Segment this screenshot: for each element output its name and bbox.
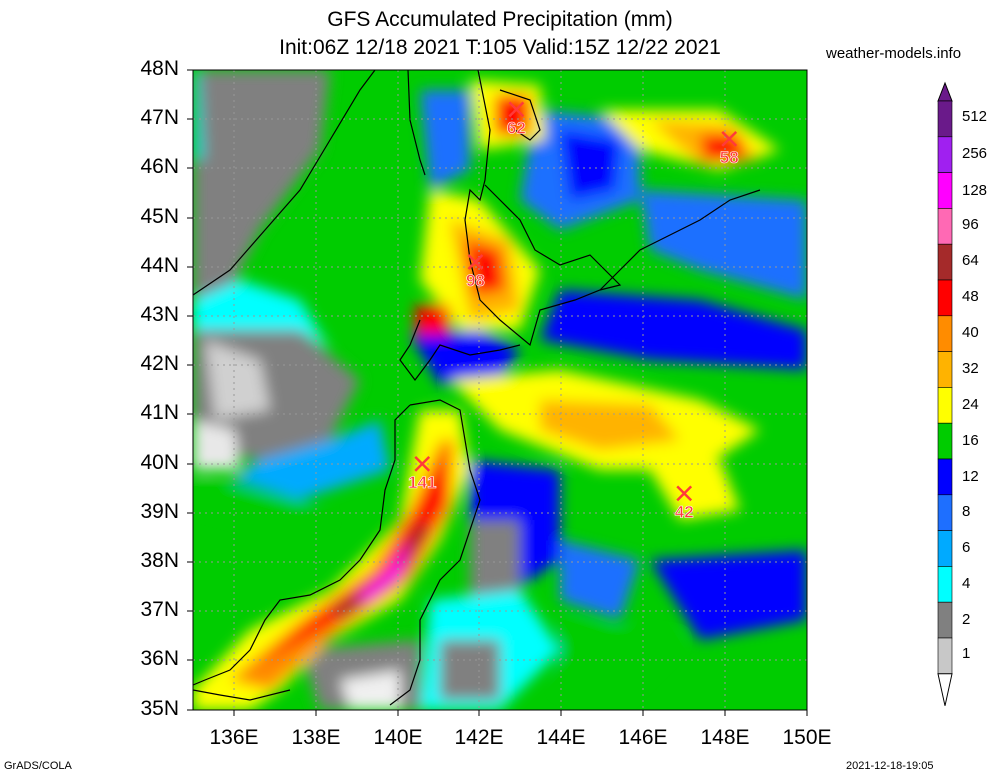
lat-label: 44N (140, 254, 179, 277)
lon-label: 146E (618, 726, 668, 749)
chart-title: GFS Accumulated Precipitation (mm) (327, 8, 673, 31)
colorbar-label: 512 (962, 108, 988, 125)
lon-label: 148E (700, 726, 750, 749)
colorbar-label: 12 (962, 468, 979, 485)
colorbar-swatch (937, 100, 953, 138)
colorbar-label: 32 (962, 360, 979, 377)
colorbar-label: 1 (962, 645, 971, 662)
colorbar-swatch (937, 351, 953, 388)
max-marker-value: 98 (466, 271, 485, 290)
lat-label: 46N (140, 155, 179, 178)
footer-timestamp: 2021-12-18-19:05 (846, 760, 934, 772)
colorbar-swatch (937, 530, 953, 567)
plot-frame (192, 69, 808, 711)
coastlines (193, 70, 761, 706)
colorbar-label: 256 (962, 145, 988, 162)
lat-label: 36N (140, 647, 179, 670)
graticule (193, 70, 807, 710)
colorbar-swatch (937, 315, 953, 352)
colorbar-swatch (937, 387, 953, 424)
max-marker-value: 42 (675, 502, 694, 521)
max-markers: 62 58 98 141 42 (408, 101, 739, 522)
lat-label: 39N (140, 500, 179, 523)
axis-ticks (187, 69, 808, 716)
lon-label: 136E (209, 726, 259, 749)
lat-label: 41N (140, 401, 179, 424)
lon-label: 142E (454, 726, 504, 749)
site-credit: weather-models.info (826, 45, 962, 62)
colorbar-swatch (937, 637, 953, 675)
max-marker-value: 141 (408, 473, 436, 492)
lat-label: 40N (140, 451, 179, 474)
colorbar-swatch (937, 208, 953, 245)
lon-label: 150E (782, 726, 832, 749)
lat-label: 47N (140, 106, 179, 129)
colorbar-swatch (937, 136, 953, 173)
lat-label: 37N (140, 598, 179, 621)
lon-label: 144E (536, 726, 586, 749)
colorbar-label: 128 (962, 182, 988, 199)
max-marker-cross (508, 101, 525, 118)
colorbar-label: 40 (962, 324, 979, 341)
colorbar-swatch (937, 422, 953, 460)
chart-subtitle: Init:06Z 12/18 2021 T:105 Valid:15Z 12/2… (279, 36, 721, 59)
max-marker-cross (467, 254, 484, 270)
lon-label: 138E (291, 726, 341, 749)
lat-label: 43N (140, 303, 179, 326)
colorbar (937, 81, 953, 706)
colorbar-swatch (937, 279, 953, 317)
colorbar-label: 64 (962, 252, 979, 269)
precip-field (193, 70, 807, 710)
colorbar-label: 2 (962, 611, 971, 628)
max-marker-value: 58 (720, 148, 739, 167)
footer-grads: GrADS/COLA (4, 760, 72, 772)
colorbar-top-arrow (937, 81, 953, 102)
colorbar-label: 24 (962, 396, 979, 413)
lat-label: 45N (140, 205, 179, 228)
colorbar-label: 96 (962, 216, 979, 233)
colorbar-swatch (937, 494, 953, 531)
max-marker-cross (721, 131, 738, 147)
colorbar-swatch (937, 458, 953, 496)
colorbar-label: 6 (962, 539, 971, 556)
lat-label: 42N (140, 352, 179, 375)
max-marker-cross (414, 455, 431, 472)
colorbar-swatch (937, 601, 953, 639)
colorbar-swatch (937, 172, 953, 209)
colorbar-label: 48 (962, 288, 979, 305)
colorbar-swatch (937, 243, 953, 281)
max-marker-value: 62 (507, 118, 526, 137)
lat-label: 48N (140, 57, 179, 80)
colorbar-label: 8 (962, 503, 971, 520)
colorbar-label: 16 (962, 432, 979, 449)
max-marker-cross (676, 485, 693, 502)
colorbar-bottom-arrow (937, 673, 953, 706)
colorbar-label: 4 (962, 575, 971, 592)
lon-label: 140E (373, 726, 423, 749)
colorbar-swatch (937, 566, 953, 603)
lat-label: 35N (140, 697, 179, 720)
lat-label: 38N (140, 549, 179, 572)
